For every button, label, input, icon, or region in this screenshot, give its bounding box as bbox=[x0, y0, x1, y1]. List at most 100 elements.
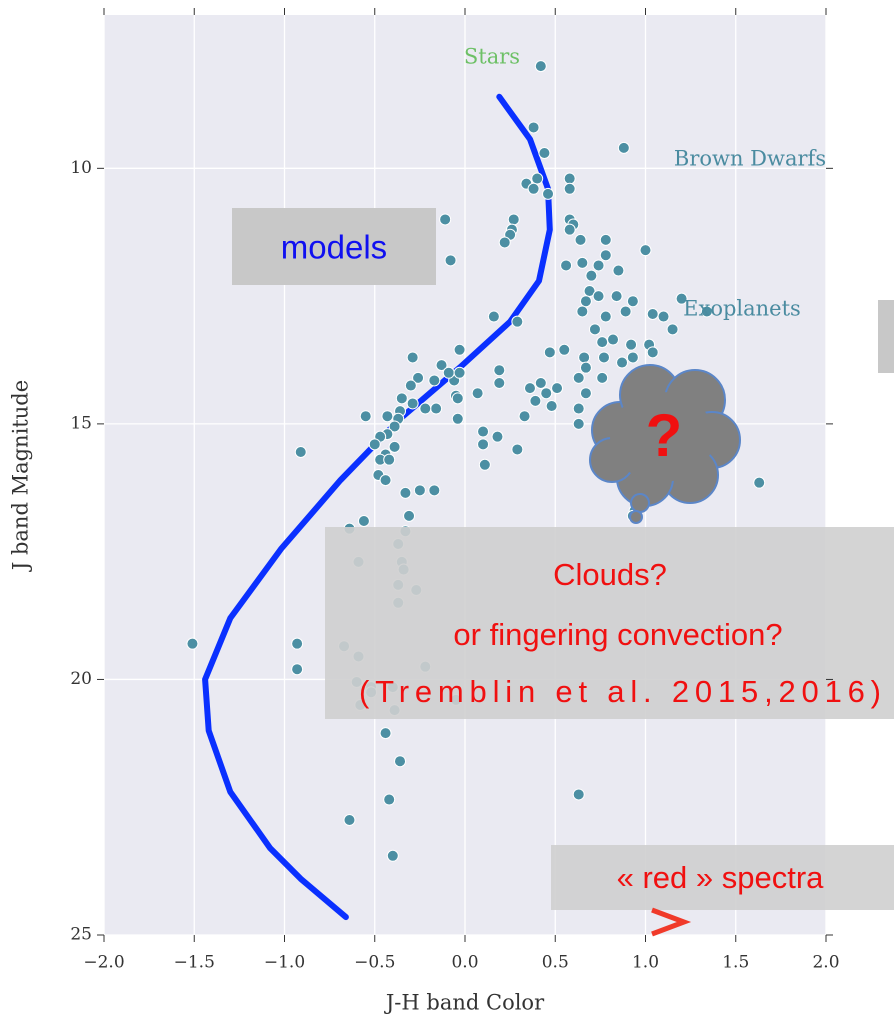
point bbox=[454, 344, 465, 355]
point bbox=[575, 234, 586, 245]
point bbox=[384, 454, 395, 465]
point bbox=[414, 485, 425, 496]
point bbox=[658, 311, 669, 322]
annotation: Stars bbox=[464, 45, 520, 69]
point bbox=[539, 148, 550, 159]
point bbox=[627, 296, 638, 307]
point bbox=[452, 413, 463, 424]
point bbox=[580, 388, 591, 399]
point bbox=[626, 339, 637, 350]
point bbox=[407, 352, 418, 363]
point bbox=[532, 173, 543, 184]
point bbox=[369, 439, 380, 450]
y-tick-label: 25 bbox=[70, 925, 92, 945]
point bbox=[611, 291, 622, 302]
y-tick-label: 20 bbox=[70, 669, 92, 689]
point bbox=[541, 388, 552, 399]
point bbox=[617, 357, 628, 368]
point bbox=[608, 334, 619, 345]
y-tick-label: 15 bbox=[70, 413, 92, 433]
point bbox=[593, 260, 604, 271]
point bbox=[640, 245, 651, 256]
point bbox=[360, 411, 371, 422]
point bbox=[445, 255, 456, 266]
x-tick-label: 0.5 bbox=[542, 953, 569, 973]
point bbox=[543, 188, 554, 199]
point bbox=[600, 250, 611, 261]
point bbox=[429, 375, 440, 386]
point bbox=[580, 296, 591, 307]
annotation: Exoplanets bbox=[683, 297, 801, 321]
point bbox=[627, 352, 638, 363]
point bbox=[535, 378, 546, 389]
x-axis-label: J-H band Color bbox=[384, 991, 545, 1015]
point bbox=[577, 257, 588, 268]
point bbox=[488, 311, 499, 322]
point bbox=[387, 850, 398, 861]
point bbox=[454, 367, 465, 378]
point bbox=[618, 142, 629, 153]
point bbox=[382, 411, 393, 422]
point bbox=[573, 372, 584, 383]
point bbox=[292, 638, 303, 649]
point bbox=[187, 638, 198, 649]
x-tick-label: −2.0 bbox=[83, 953, 124, 973]
point bbox=[535, 61, 546, 72]
point bbox=[492, 431, 503, 442]
point bbox=[667, 324, 678, 335]
point bbox=[440, 214, 451, 225]
x-tick-label: −0.5 bbox=[354, 953, 395, 973]
point bbox=[647, 309, 658, 320]
annotation: Brown Dwarfs bbox=[674, 147, 826, 171]
point bbox=[561, 260, 572, 271]
point bbox=[472, 388, 483, 399]
point bbox=[380, 728, 391, 739]
point bbox=[620, 306, 631, 317]
x-tick-label: 0.0 bbox=[451, 953, 478, 973]
point bbox=[647, 347, 658, 358]
chart: Stars Brown Dwarfs Exoplanets models ? C… bbox=[0, 0, 894, 1024]
point bbox=[292, 664, 303, 675]
point bbox=[573, 418, 584, 429]
point bbox=[613, 265, 624, 276]
point bbox=[598, 352, 609, 363]
x-tick-label: 1.5 bbox=[722, 953, 749, 973]
point bbox=[564, 173, 575, 184]
point bbox=[431, 403, 442, 414]
point bbox=[478, 426, 489, 437]
x-tick-label: 2.0 bbox=[812, 953, 839, 973]
point bbox=[407, 398, 418, 409]
note: Clouds? bbox=[553, 557, 667, 592]
point bbox=[420, 403, 431, 414]
point bbox=[528, 122, 539, 133]
point bbox=[452, 393, 463, 404]
point bbox=[499, 237, 510, 248]
annotation: « red » spectra bbox=[617, 860, 825, 895]
annotation: ? bbox=[646, 402, 683, 469]
point bbox=[528, 183, 539, 194]
point bbox=[512, 316, 523, 327]
point bbox=[577, 306, 588, 317]
point bbox=[400, 487, 411, 498]
note: or fingering convection? bbox=[453, 617, 782, 652]
point bbox=[396, 393, 407, 404]
annotation-box bbox=[878, 300, 894, 373]
y-axis-label: J band Magnitude bbox=[9, 380, 33, 572]
point bbox=[589, 324, 600, 335]
point bbox=[559, 344, 570, 355]
point bbox=[404, 510, 415, 521]
note: (Tremblin et al. 2015,2016) bbox=[359, 674, 881, 709]
point bbox=[600, 234, 611, 245]
point bbox=[479, 459, 490, 470]
point bbox=[754, 477, 765, 488]
point bbox=[580, 362, 591, 373]
point bbox=[508, 214, 519, 225]
point bbox=[546, 401, 557, 412]
x-tick-label: −1.0 bbox=[264, 953, 305, 973]
point bbox=[544, 347, 555, 358]
point bbox=[552, 383, 563, 394]
point bbox=[597, 337, 608, 348]
point bbox=[405, 380, 416, 391]
point bbox=[564, 183, 575, 194]
point bbox=[600, 311, 611, 322]
